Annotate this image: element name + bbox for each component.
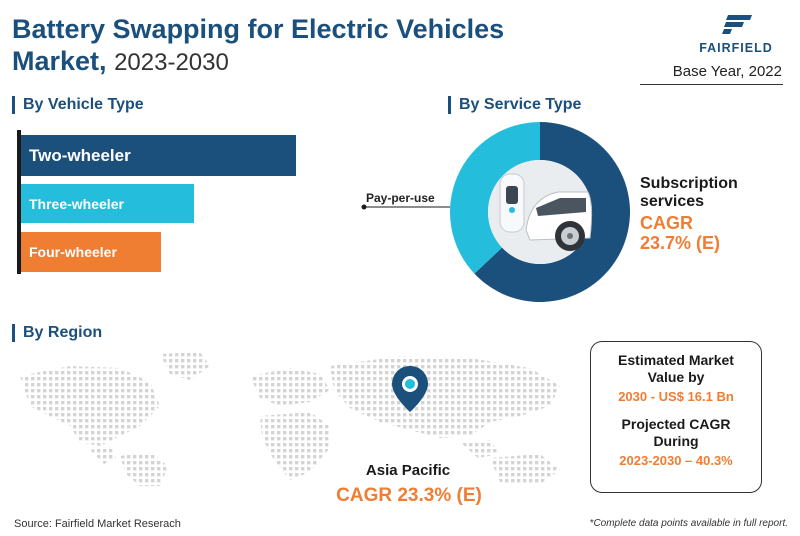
world-map: [20, 352, 560, 486]
fairfield-logo: FAIRFIELD: [690, 10, 782, 55]
subscription-cagr-value: 23.7% (E): [640, 233, 721, 253]
region-name: Asia Pacific: [365, 462, 451, 479]
bar-label-three-wheeler: Three-wheeler: [29, 195, 124, 212]
title-years: 2023-2030: [114, 49, 229, 76]
projected-cagr-value: 2023-2030 – 40.3%: [619, 453, 733, 468]
section-region: By Region: [12, 324, 102, 342]
pie-label-pay-per-use: Pay-per-use: [366, 191, 435, 205]
bar-axis: [17, 130, 21, 274]
section-service-type: By Service Type: [448, 96, 581, 114]
projected-cagr-heading: Projected CAGR During: [621, 416, 731, 449]
bar-three-wheeler: Three-wheeler: [21, 184, 195, 223]
service-pie-chart: [450, 122, 630, 302]
logo-text: FAIRFIELD: [699, 41, 773, 55]
pie-label-subscription: Subscription services: [640, 175, 738, 210]
subscription-cagr: CAGR 23.7% (E): [640, 213, 720, 253]
page-title-line2: Market, 2023-2030: [12, 46, 229, 78]
base-year-rule: [640, 84, 783, 85]
ev-car-image: [488, 160, 593, 264]
pie-slice-pay-per-use: [450, 122, 540, 274]
estimated-market-value: 2030 - US$ 16.1 Bn: [618, 389, 734, 404]
pay-per-use-leader: [361, 204, 450, 210]
bar-label-four-wheeler: Four-wheeler: [29, 244, 117, 260]
market-info-box: Estimated Market Value by 2030 - US$ 16.…: [590, 341, 762, 493]
map-pin-icon: [392, 366, 428, 412]
bar-two-wheeler: Two-wheeler: [21, 135, 296, 176]
page-title: Battery Swapping for Electric Vehicles: [12, 14, 505, 44]
source-note: Source: Fairfield Market Reserach: [14, 518, 181, 530]
section-vehicle-type: By Vehicle Type: [12, 96, 144, 114]
subscription-cagr-label: CAGR: [640, 213, 693, 233]
bar-four-wheeler: Four-wheeler: [21, 232, 162, 272]
estimated-market-heading: Estimated Market Value by: [618, 352, 734, 385]
base-year: Base Year, 2022: [672, 63, 782, 80]
bar-label-two-wheeler: Two-wheeler: [29, 145, 131, 165]
footnote: *Complete data points available in full …: [589, 518, 788, 529]
region-cagr: CAGR 23.3% (E): [336, 485, 482, 506]
title-market: Market,: [12, 46, 107, 76]
pie-slice-subscription: [474, 122, 630, 302]
fairfield-logo-icon: [722, 15, 752, 34]
